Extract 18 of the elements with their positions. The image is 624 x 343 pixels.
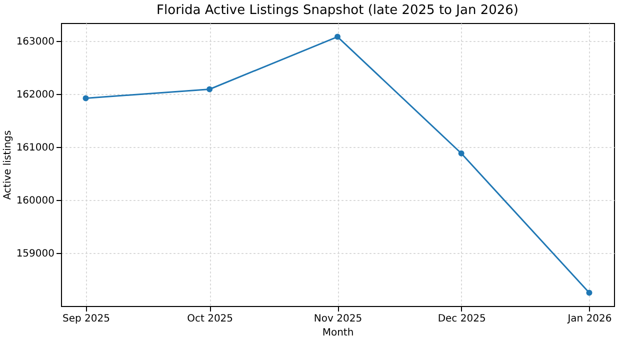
point: [458, 150, 464, 156]
chart-title: Florida Active Listings Snapshot (late 2025 to Jan 2026): [156, 3, 518, 18]
point: [206, 86, 213, 92]
y-tick-label: 161000: [16, 142, 54, 154]
x-tick-label: Sep 2025: [62, 314, 110, 324]
x-tick-label: Dec 2025: [438, 314, 486, 324]
x-axis-title: Month: [322, 328, 354, 338]
y-tick-label: 160000: [16, 196, 54, 207]
point: [586, 290, 592, 296]
x-tick-label: Nov 2025: [314, 314, 362, 324]
y-tick-label: 162000: [16, 90, 54, 101]
y-axis-title: Active listings: [2, 130, 14, 200]
point: [334, 34, 340, 40]
x-tick-label: Jan 2026: [566, 314, 612, 324]
x-tick-label: Oct 2025: [187, 314, 234, 324]
y-tick-label: 159000: [16, 248, 54, 260]
point: [82, 95, 89, 102]
y-tick-label: 163000: [16, 36, 54, 48]
